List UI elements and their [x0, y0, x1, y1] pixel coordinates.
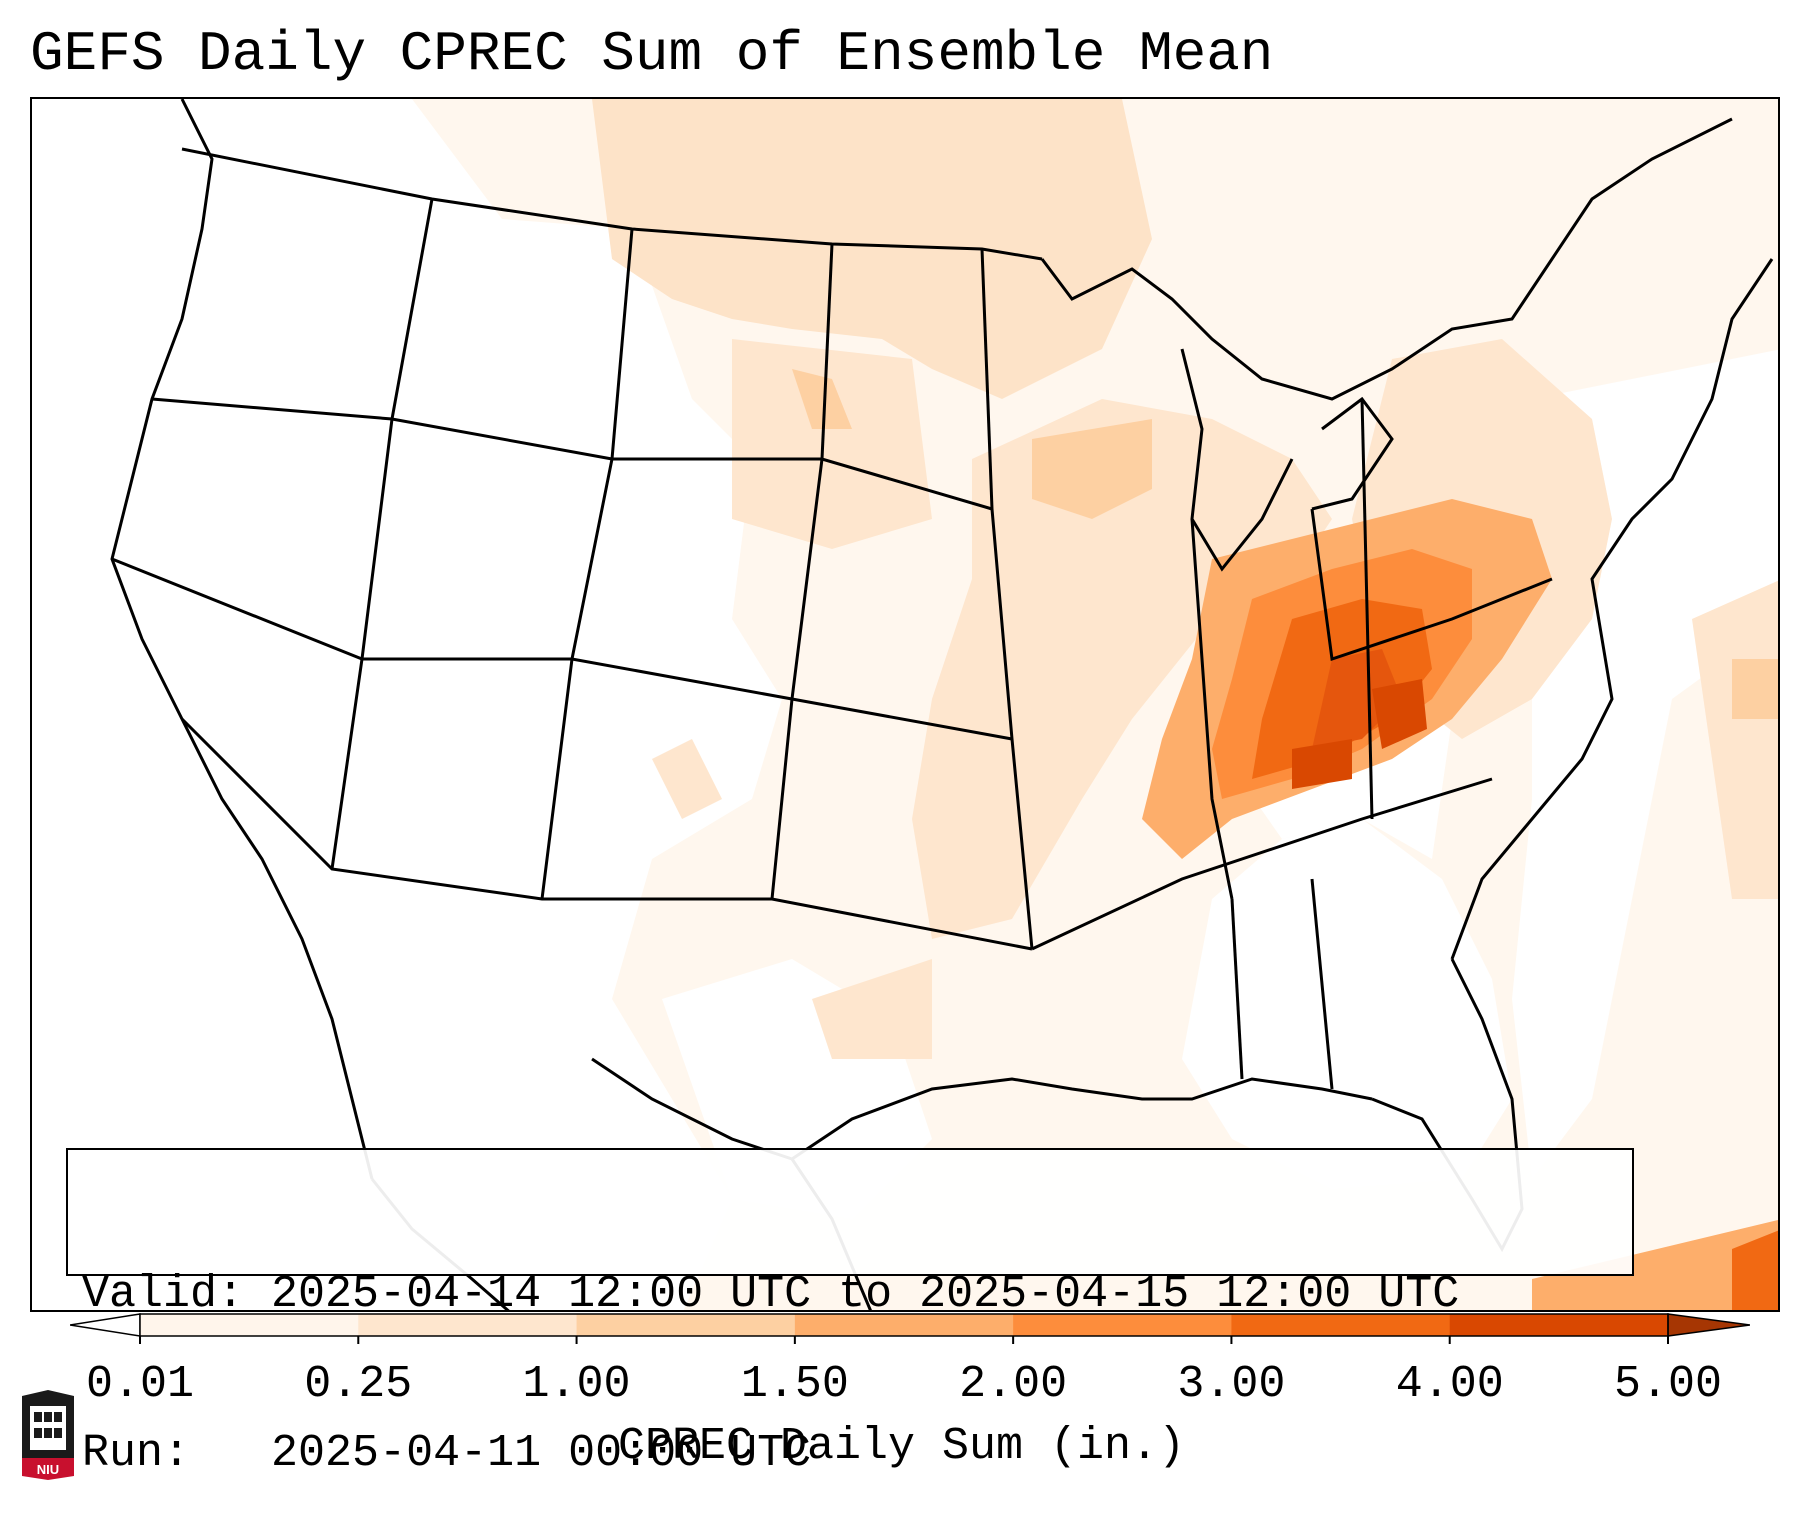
precip-map	[32, 99, 1778, 1310]
chart-title: GEFS Daily CPREC Sum of Ensemble Mean	[30, 22, 1274, 86]
map-panel	[30, 97, 1780, 1312]
logo-text: NIU	[37, 1462, 59, 1477]
valid-line: Valid: 2025-04-14 12:00 UTC to 2025-04-1…	[82, 1268, 1618, 1321]
run-label: Run:	[82, 1428, 191, 1479]
colorbar-segment	[1449, 1314, 1669, 1336]
niu-logo: NIU	[22, 1390, 74, 1480]
colorbar-segment	[794, 1314, 1014, 1336]
colorbar-tick-label: 1.00	[522, 1359, 631, 1410]
heavy-precip-areas	[1142, 499, 1552, 859]
colorbar-segment	[576, 1314, 796, 1336]
run-line: Run: 2025-04-11 00:00 UTC	[82, 1427, 1618, 1480]
colorbar-title: CPREC Daily Sum (in.)	[617, 1421, 1186, 1472]
colorbar-segments	[70, 1313, 1750, 1337]
colorbar-segment	[140, 1314, 359, 1336]
run-value: 2025-04-11 00:00 UTC	[271, 1428, 812, 1479]
valid-run-info-box: Valid: 2025-04-14 12:00 UTC to 2025-04-1…	[66, 1148, 1634, 1479]
colorbar-ticks	[139, 1336, 1669, 1344]
colorbar-extend-low	[70, 1313, 141, 1337]
boundaries	[110, 99, 1774, 1310]
colorbar-tick-label: 1.50	[740, 1359, 849, 1410]
colorbar-tick-label: 2.00	[959, 1359, 1068, 1410]
colorbar	[70, 1313, 1750, 1344]
colorbar-outline	[139, 1313, 1669, 1337]
valid-label: Valid:	[82, 1269, 245, 1320]
colorbar-segment	[1231, 1314, 1451, 1336]
colorbar-tick-label: 0.25	[304, 1359, 413, 1410]
colorbar-tick-label: 5.00	[1613, 1359, 1723, 1410]
colorbar-extend-high	[1667, 1313, 1750, 1337]
colorbar-segment	[358, 1314, 578, 1336]
colorbar-segment	[1013, 1314, 1232, 1336]
colorbar-tick-label: 3.00	[1177, 1359, 1286, 1410]
valid-value: 2025-04-14 12:00 UTC to 2025-04-15 12:00…	[271, 1269, 1460, 1320]
colorbar-tick-label: 4.00	[1395, 1359, 1504, 1410]
colorbar-tick-label: 0.01	[85, 1359, 195, 1410]
